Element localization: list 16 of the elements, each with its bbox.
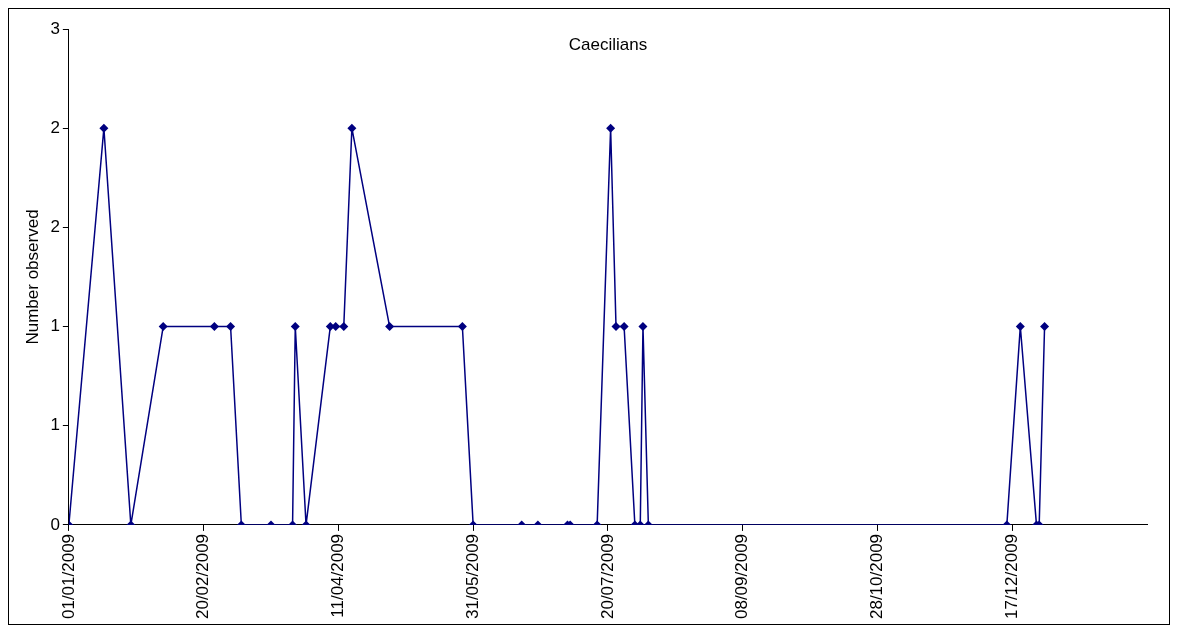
x-tick-label: 11/04/2009	[328, 533, 348, 618]
y-axis-title: Number observed	[22, 209, 42, 345]
y-tick-label: 1	[50, 415, 60, 435]
x-tick-label: 17/12/2009	[1001, 533, 1021, 620]
x-tick-label: 08/09/2009	[732, 533, 752, 620]
chart-title: Caecilians	[568, 35, 648, 55]
y-tick-label: 2	[50, 117, 60, 137]
x-tick-label: 20/07/2009	[597, 533, 617, 620]
x-tick-label: 01/01/2009	[58, 533, 78, 620]
x-tick-label: 31/05/2009	[462, 533, 482, 620]
y-tick-label: 2	[50, 217, 60, 237]
y-tick-label: 0	[50, 514, 60, 534]
y-tick-label: 1	[50, 316, 60, 336]
x-tick-label: 28/10/2009	[867, 533, 887, 620]
x-tick-label: 20/02/2009	[193, 533, 213, 620]
y-tick-label: 3	[50, 18, 60, 38]
